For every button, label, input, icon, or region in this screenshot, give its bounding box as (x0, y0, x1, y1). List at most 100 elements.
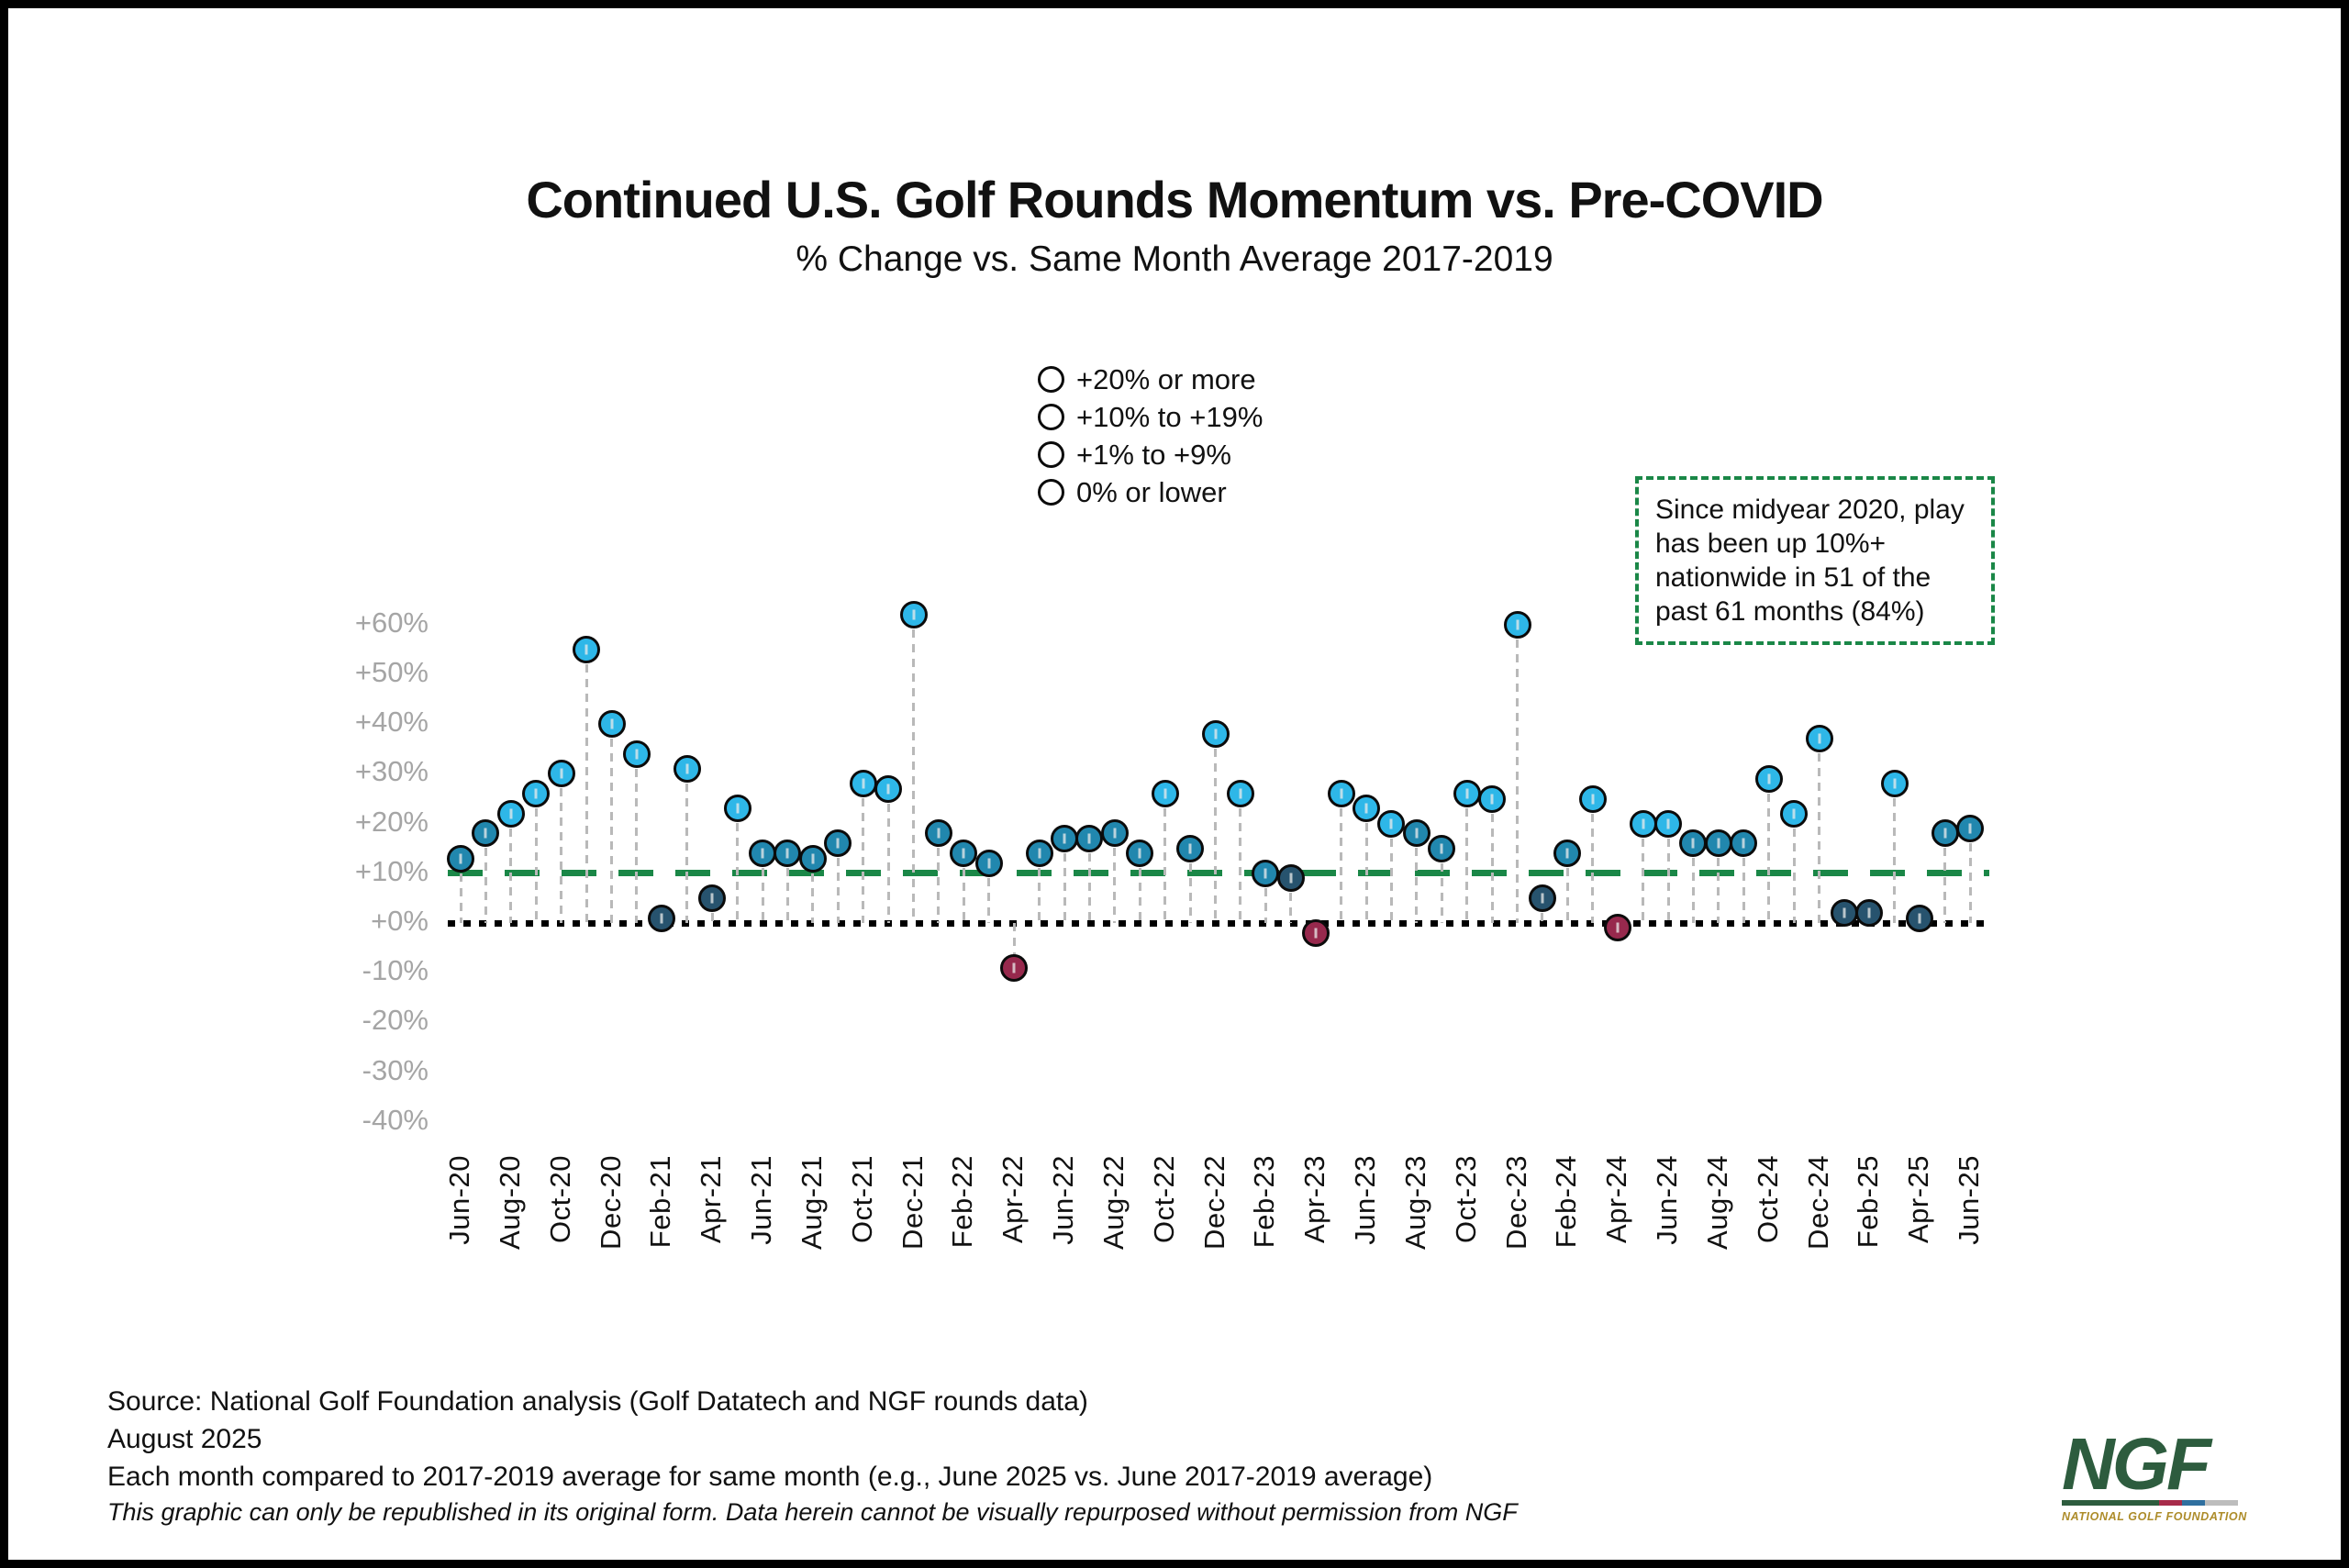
data-point (573, 635, 601, 663)
y-axis-tick-label: -20% (362, 1004, 429, 1037)
source-block: Source: National Golf Foundation analysi… (107, 1383, 1518, 1529)
data-point (1276, 864, 1305, 893)
data-point (1654, 809, 1683, 838)
x-axis-tick-label: Oct-20 (543, 1155, 576, 1244)
lollipop-stem (1163, 794, 1167, 923)
lollipop-stem (584, 649, 588, 923)
lollipop-stem (1717, 843, 1720, 923)
x-axis-tick-label: Aug-23 (1398, 1155, 1431, 1250)
data-point (1553, 840, 1582, 868)
data-point (472, 819, 500, 848)
data-point (950, 840, 978, 868)
data-point (698, 884, 727, 912)
ngf-logo-bar (2062, 1500, 2238, 1506)
x-axis-tick-label: Oct-23 (1449, 1155, 1482, 1244)
ngf-logo-bar-segment (2158, 1500, 2182, 1506)
y-axis-tick-label: -40% (362, 1103, 429, 1136)
legend-swatch-20-plus-icon (1038, 366, 1064, 393)
lollipop-stem (1415, 833, 1419, 923)
data-point (1855, 899, 1884, 928)
lollipop-stem (761, 853, 764, 923)
data-point (798, 844, 827, 873)
ngf-logo-text: NGF (2062, 1423, 2211, 1505)
x-axis-tick-label: Jun-21 (745, 1155, 777, 1245)
lollipop-stem (560, 773, 563, 923)
data-point (1805, 725, 1833, 753)
data-point (774, 840, 802, 868)
lollipop-stem (1943, 833, 1947, 923)
x-axis-tick-label: Feb-21 (644, 1155, 677, 1249)
y-axis-tick-label: +60% (354, 606, 429, 639)
lollipop-stem (987, 862, 991, 923)
x-axis-tick-label: Dec-20 (594, 1155, 627, 1250)
data-point (974, 849, 1003, 877)
lollipop-stem (862, 784, 865, 923)
data-point (622, 740, 651, 768)
x-axis-tick-label: Oct-24 (1751, 1155, 1784, 1244)
x-axis-tick-label: Oct-21 (845, 1155, 878, 1244)
data-point (648, 904, 676, 932)
data-point (1201, 720, 1230, 749)
lollipop-stem (1516, 624, 1519, 923)
data-point (1151, 780, 1179, 808)
lollipop-stem (1389, 823, 1393, 923)
source-line: Source: National Golf Foundation analysi… (107, 1386, 1088, 1417)
lollipop-stem (1087, 838, 1091, 923)
data-point (874, 774, 903, 803)
data-point (1830, 899, 1858, 928)
data-point (1780, 799, 1809, 828)
data-point (1730, 829, 1758, 858)
lollipop-stem (1063, 838, 1066, 923)
page-title: Continued U.S. Golf Rounds Momentum vs. … (526, 171, 1823, 228)
lollipop-stem (610, 724, 613, 923)
ngf-logo: NGF NATIONAL GOLF FOUNDATION (2062, 1423, 2247, 1523)
lollipop-stem (635, 753, 639, 923)
lollipop-stem (1642, 823, 1645, 923)
lollipop-stem (1490, 798, 1494, 923)
data-point (1176, 834, 1205, 862)
x-axis-tick-label: Feb-24 (1550, 1155, 1583, 1249)
data-point (1629, 809, 1657, 838)
callout-box: Since midyear 2020, play has been up 10%… (1635, 476, 1995, 645)
data-point (1302, 918, 1330, 947)
lollipop-stem (1666, 823, 1670, 923)
lollipop-stem (1893, 784, 1897, 923)
data-point (1252, 859, 1280, 887)
lollipop-stem (1188, 848, 1192, 923)
lollipop-stem (1818, 739, 1821, 923)
y-axis-tick-label: +10% (354, 854, 429, 887)
lollipop-stem (1012, 923, 1016, 968)
x-axis-tick-label: Dec-23 (1499, 1155, 1532, 1250)
y-axis-tick-label: -30% (362, 1053, 429, 1086)
data-point (1226, 780, 1254, 808)
lollipop-stem (1792, 813, 1796, 923)
legend-label: +10% to +19% (1076, 400, 1264, 433)
ngf-logo-subtext: NATIONAL GOLF FOUNDATION (2062, 1510, 2247, 1523)
data-point (1100, 819, 1129, 848)
data-point (1931, 819, 1959, 848)
data-point (749, 840, 776, 868)
lollipop-stem (509, 813, 513, 923)
data-point (1051, 824, 1078, 852)
legend-item: +1% to +9% (1038, 436, 1263, 473)
legend-label: +1% to +9% (1076, 438, 1231, 471)
y-axis-tick-label: +0% (371, 905, 429, 937)
x-axis-tick-label: Aug-22 (1097, 1155, 1130, 1250)
x-axis-tick-label: Aug-20 (493, 1155, 526, 1250)
x-axis-tick-label: Apr-21 (695, 1155, 728, 1244)
ngf-logo-bar-segment (2204, 1500, 2238, 1506)
x-axis-tick-label: Apr-25 (1902, 1155, 1935, 1244)
data-point (723, 795, 751, 823)
x-axis-tick-label: Feb-23 (1248, 1155, 1281, 1249)
lollipop-stem (1038, 853, 1041, 923)
data-point (1000, 953, 1029, 982)
lollipop-stem (1239, 794, 1242, 923)
lollipop-stem (534, 794, 538, 923)
source-disclaimer: This graphic can only be republished in … (107, 1498, 1518, 1526)
legend-swatch-1-9-icon (1038, 441, 1064, 468)
data-point (1604, 914, 1632, 942)
data-point (1880, 770, 1909, 798)
y-axis-tick-label: +30% (354, 755, 429, 788)
x-axis-tick-label: Feb-25 (1852, 1155, 1885, 1249)
